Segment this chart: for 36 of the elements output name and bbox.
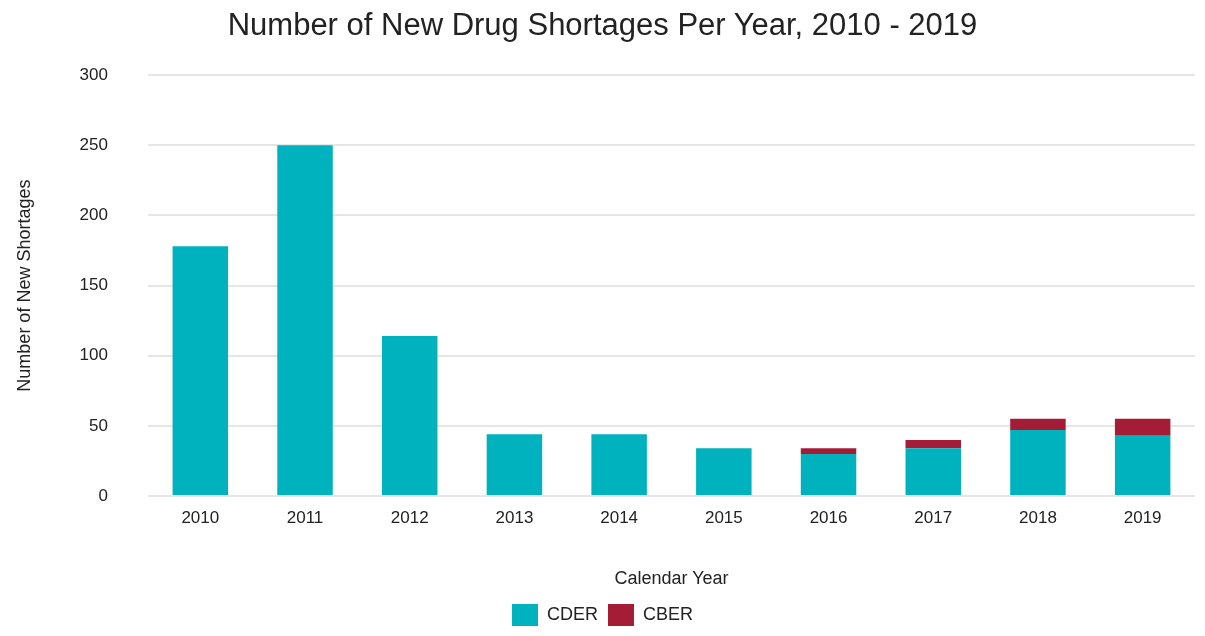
bar [1114, 418, 1171, 436]
bar [277, 145, 333, 495]
x-tick-label: 2018 [1019, 507, 1057, 527]
y-tick-label: 0 [98, 485, 108, 505]
x-axis-title: Calendar Year [614, 568, 729, 589]
y-tick-label: 300 [79, 64, 108, 84]
y-tick-label: 150 [79, 275, 108, 295]
chart-title: Number of New Drug Shortages Per Year, 2010 - 2019 [227, 7, 978, 43]
bar [1010, 418, 1066, 431]
y-tick-label: 50 [89, 415, 108, 435]
legend-label: CDER [546, 603, 599, 624]
bar [905, 448, 961, 495]
bar [381, 336, 438, 495]
bar [800, 448, 857, 454]
legend-label: CBER [643, 603, 694, 624]
x-tick-label: 2014 [600, 507, 639, 527]
bar [591, 434, 647, 495]
x-tick-label: 2016 [809, 507, 848, 527]
x-tick-label: 2011 [286, 507, 324, 527]
x-tick-label: 2019 [1123, 507, 1162, 527]
y-tick-label: 250 [79, 135, 108, 155]
x-tick-label: 2015 [704, 507, 743, 527]
bar [486, 434, 543, 495]
x-tick-label: 2010 [181, 507, 220, 527]
y-axis-title: Number of New Shortages [13, 179, 34, 392]
x-tick-label: 2012 [390, 507, 429, 527]
y-tick-label: 100 [79, 345, 108, 365]
bar [1114, 435, 1171, 495]
bar [905, 439, 961, 449]
bar [696, 448, 752, 495]
y-tick-label: 200 [79, 205, 108, 225]
x-tick-label: 2017 [914, 507, 953, 527]
x-tick-label: 2013 [495, 507, 534, 527]
bar [1010, 430, 1066, 495]
bar [172, 246, 229, 495]
bar [800, 453, 857, 495]
